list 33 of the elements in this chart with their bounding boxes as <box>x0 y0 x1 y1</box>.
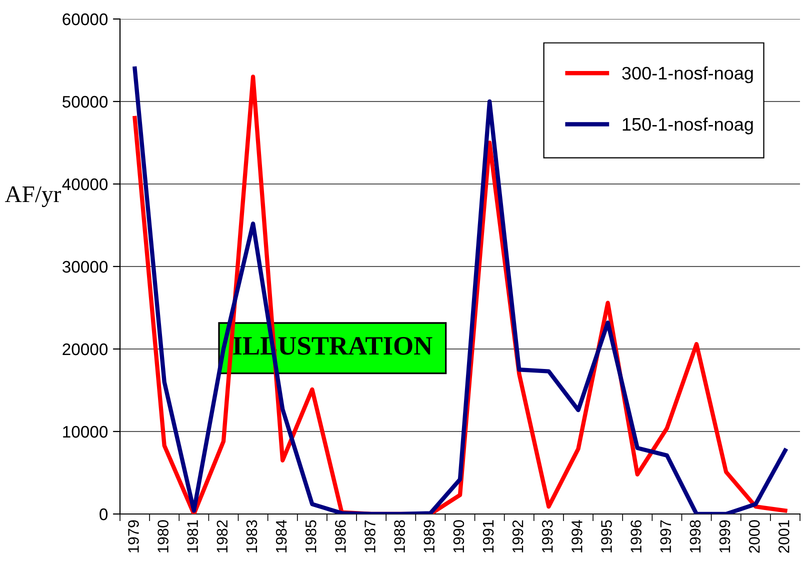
x-tick-label: 1994 <box>572 520 582 552</box>
x-tick-label: 1983 <box>246 520 258 552</box>
x-tick-label: 1998 <box>690 520 701 552</box>
x-tick-label: 1987 <box>364 520 376 552</box>
y-tick-label: 0 <box>100 508 108 520</box>
y-tick-label: 20000 <box>62 343 108 356</box>
x-tick-label: 1989 <box>424 520 435 552</box>
x-tick-label: 2000 <box>748 520 760 553</box>
x-tick-label: 1999 <box>719 520 730 552</box>
x-tick-label: 1991 <box>482 520 494 552</box>
x-tick-label: 1980 <box>158 520 168 552</box>
y-tick-label: 40000 <box>62 178 108 190</box>
y-axis-title: AF/yr <box>4 186 61 208</box>
x-tick-label: 1993 <box>542 520 553 552</box>
x-tick-label: 1988 <box>394 520 405 552</box>
x-tick-label: 1995 <box>601 520 612 552</box>
y-tick-label: 10000 <box>63 426 108 438</box>
x-tick-label: 1984 <box>276 520 287 552</box>
y-tick-label: 50000 <box>62 96 108 108</box>
x-tick-label: 1992 <box>512 520 524 552</box>
x-tick-label: 1982 <box>216 520 228 552</box>
x-tick-label: 1985 <box>305 520 316 552</box>
x-tick-label: 1996 <box>630 520 642 552</box>
x-tick-label: 2001 <box>778 520 790 553</box>
x-tick-label: 1997 <box>660 520 672 552</box>
y-tick-label: 60000 <box>62 13 108 26</box>
x-tick-label: 1986 <box>335 520 346 552</box>
x-tick-label: 1990 <box>453 520 464 552</box>
legend-label: 150-1-nosf-noag <box>622 118 753 134</box>
x-tick-label: 1979 <box>128 520 139 552</box>
x-tick-label: 1981 <box>187 520 198 552</box>
y-tick-label: 30000 <box>62 260 108 273</box>
legend-label: 300-1-nosf-noag <box>622 66 753 84</box>
